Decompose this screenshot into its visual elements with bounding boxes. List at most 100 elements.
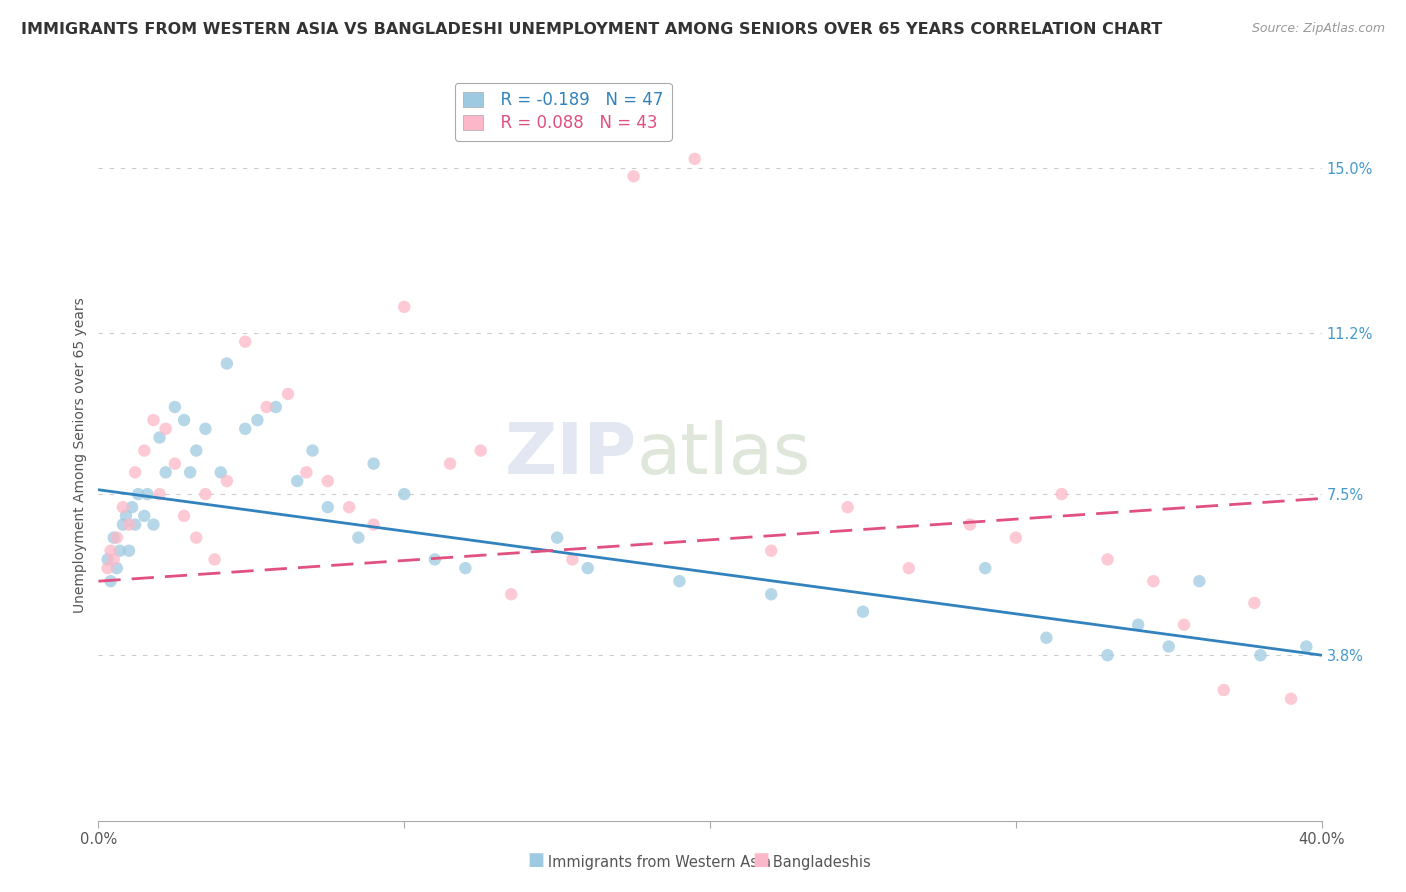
Point (118, 543, 141, 558)
Point (111, 500, 134, 515)
Text: Bangladeshis: Bangladeshis (759, 855, 870, 870)
Point (149, 430, 172, 444)
Point (363, 457, 385, 471)
Point (759, 587, 782, 601)
Point (256, 400, 278, 414)
Point (285, 474, 308, 488)
Y-axis label: Unemployment Among Seniors over 65 years: Unemployment Among Seniors over 65 years (73, 297, 87, 613)
Text: IMMIGRANTS FROM WESTERN ASIA VS BANGLADESHI UNEMPLOYMENT AMONG SENIORS OVER 65 Y: IMMIGRANTS FROM WESTERN ASIA VS BANGLADE… (21, 22, 1163, 37)
Point (1295, 640, 1317, 654)
Point (277, 387, 299, 401)
Point (852, 605, 875, 619)
Point (363, 517, 385, 532)
Legend:   R = -0.189   N = 47,   R = 0.088   N = 43: R = -0.189 N = 47, R = 0.088 N = 43 (456, 83, 672, 141)
Point (897, 561, 920, 575)
Point (295, 466, 318, 480)
Point (186, 443, 208, 458)
Point (316, 474, 339, 488)
Point (546, 531, 568, 545)
Point (173, 413, 195, 427)
Point (233, 334, 256, 349)
Point (97, 552, 120, 566)
Point (204, 552, 226, 566)
Point (103, 531, 125, 545)
Point (179, 466, 201, 480)
Point (1050, 487, 1073, 501)
Point (1188, 574, 1211, 589)
Point (149, 487, 172, 501)
Point (163, 400, 186, 414)
Text: ZIP: ZIP (505, 420, 637, 490)
Point (337, 500, 360, 515)
Point (439, 457, 461, 471)
Point (683, 152, 706, 166)
Point (1035, 631, 1057, 645)
Point (759, 543, 782, 558)
Point (1097, 552, 1119, 566)
Point (136, 487, 159, 501)
Point (301, 443, 323, 458)
Point (118, 517, 141, 532)
Point (1142, 574, 1164, 589)
Point (134, 508, 156, 523)
Point (108, 543, 131, 558)
Point (215, 474, 238, 488)
Point (111, 517, 134, 532)
Point (194, 422, 217, 436)
Point (1128, 617, 1150, 632)
Point (194, 487, 217, 501)
Point (1279, 691, 1302, 706)
Point (1157, 640, 1180, 654)
Point (103, 552, 125, 566)
Text: ■: ■ (752, 851, 769, 869)
Point (124, 466, 146, 480)
Text: atlas: atlas (637, 420, 811, 490)
Point (561, 552, 583, 566)
Point (142, 517, 165, 532)
Point (1004, 531, 1026, 545)
Point (155, 466, 177, 480)
Point (100, 574, 122, 589)
Point (186, 531, 208, 545)
Point (423, 552, 446, 566)
Point (163, 457, 186, 471)
Point (121, 500, 143, 515)
Point (105, 531, 128, 545)
Point (470, 443, 492, 458)
Point (1243, 596, 1265, 610)
Point (454, 561, 477, 575)
Point (959, 517, 981, 532)
Point (1173, 617, 1195, 632)
Point (97, 561, 120, 575)
Point (134, 443, 156, 458)
Point (264, 400, 287, 414)
Point (115, 508, 138, 523)
Text: ■: ■ (527, 851, 544, 869)
Point (233, 422, 256, 436)
Point (576, 561, 599, 575)
Text: Immigrants from Western Asia: Immigrants from Western Asia (534, 855, 772, 870)
Point (105, 561, 128, 575)
Point (668, 574, 690, 589)
Point (209, 466, 232, 480)
Point (1097, 648, 1119, 663)
Point (100, 543, 122, 558)
Point (316, 500, 339, 515)
Point (1212, 683, 1234, 698)
Point (347, 531, 370, 545)
Point (215, 356, 238, 371)
Point (173, 508, 195, 523)
Point (155, 422, 177, 436)
Point (124, 517, 146, 532)
Point (246, 413, 269, 427)
Point (142, 413, 165, 427)
Point (623, 169, 645, 184)
Text: Source: ZipAtlas.com: Source: ZipAtlas.com (1251, 22, 1385, 36)
Point (392, 487, 416, 501)
Point (1249, 648, 1271, 663)
Point (501, 587, 523, 601)
Point (392, 300, 416, 314)
Point (974, 561, 997, 575)
Point (127, 487, 149, 501)
Point (837, 500, 859, 515)
